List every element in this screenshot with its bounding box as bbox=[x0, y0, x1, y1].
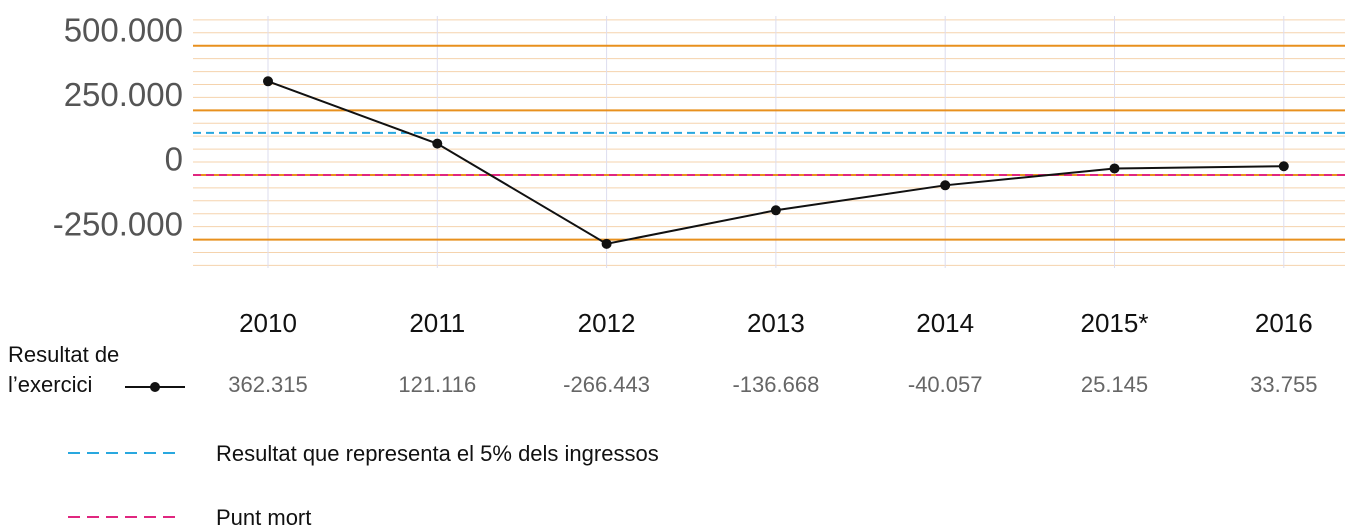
y-tick-label: 250.000 bbox=[64, 76, 183, 113]
y-tick-label: -250.000 bbox=[53, 205, 183, 242]
value-label: 121.116 bbox=[398, 372, 476, 397]
series-name: Resultat de l’exercici bbox=[8, 342, 120, 397]
value-label: -266.443 bbox=[563, 372, 650, 397]
legend-swatch-dot bbox=[150, 382, 160, 392]
point bbox=[1109, 163, 1120, 174]
value-label: 33.755 bbox=[1250, 372, 1317, 397]
point bbox=[1278, 161, 1289, 172]
legend-label: Punt mort bbox=[216, 505, 311, 527]
point bbox=[263, 76, 273, 87]
value-label: 362.315 bbox=[228, 372, 308, 397]
point bbox=[601, 238, 612, 249]
x-tick-label: 2016 bbox=[1255, 308, 1313, 338]
x-tick-label: 2012 bbox=[578, 308, 636, 338]
value-label: -40.057 bbox=[908, 372, 983, 397]
value-label: -136.668 bbox=[732, 372, 819, 397]
value-label: 25.145 bbox=[1081, 372, 1148, 397]
x-tick-label: 2015* bbox=[1081, 308, 1149, 338]
y-tick-label: 500.000 bbox=[64, 11, 183, 48]
point bbox=[940, 180, 951, 191]
legend-label: Resultat que representa el 5% dels ingre… bbox=[216, 441, 659, 466]
x-tick-label: 2011 bbox=[409, 308, 465, 338]
y-tick-label: 0 bbox=[165, 141, 183, 178]
point bbox=[432, 138, 443, 149]
x-tick-label: 2014 bbox=[916, 308, 974, 338]
x-tick-label: 2010 bbox=[239, 308, 297, 338]
x-tick-label: 2013 bbox=[747, 308, 805, 338]
point bbox=[770, 205, 781, 216]
